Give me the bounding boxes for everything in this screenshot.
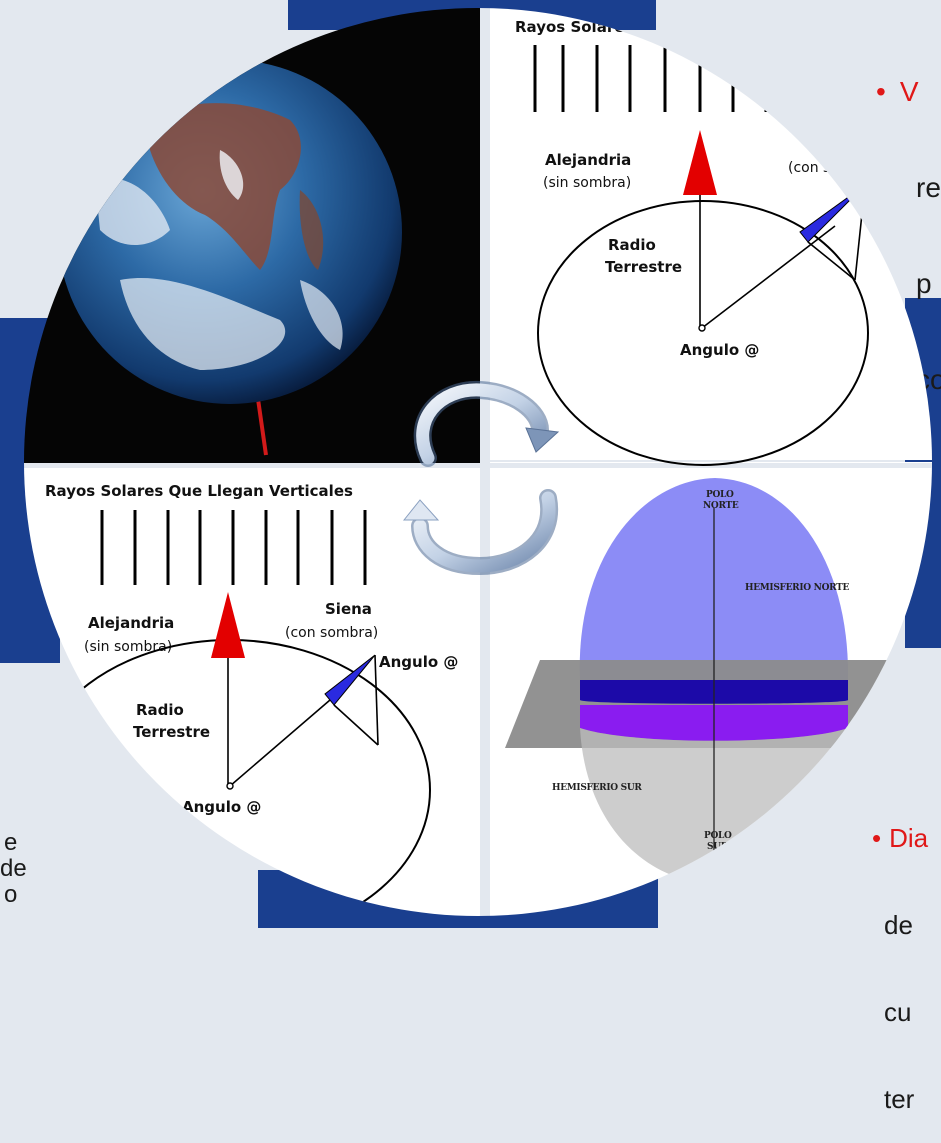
diagram-title: Rayos Solares Que Llegan Verticales [45,482,353,500]
city-label-siena: Sie [825,136,851,154]
angle-label: Angulo @ [379,653,458,671]
left-text-fragment: e de o [0,830,27,908]
text-fragment: Dia [889,823,929,853]
earth-circle [537,200,869,466]
south-hemisphere-label: HEMISFERIO SUR [552,783,642,793]
shadow-wedge-icon [324,654,376,706]
text-fragment: V [899,76,919,107]
south-pole-label: POLO [704,831,732,841]
gnomon-icon [683,130,717,195]
city-label-alejandria: Alejandria [545,151,631,169]
city-label-siena: Siena [325,600,372,618]
angle-label: A [857,191,869,209]
bullet-icon: • [872,823,882,853]
city-note: (sin sombra) [543,175,631,191]
city-note: (con sombra) [285,625,378,641]
sun-rays [100,510,367,585]
text-fragment: ter [884,1084,915,1114]
text-fragment: e [4,829,18,856]
text-fragment: p [916,268,932,299]
north-pole-label: POLO [706,490,734,500]
right-text-top: •V re p co [876,12,941,428]
cycle-arrows-icon [402,380,560,576]
north-pole-label: NORTE [703,501,739,511]
gnomon-icon [211,592,245,658]
city-note: (sin sombra) [84,639,172,655]
radius-label: Radio [608,236,656,254]
city-label-alejandria: Alejandria [88,614,174,632]
south-pole-label: SUR [707,842,729,852]
radius-label: Radio [136,701,184,719]
text-fragment: de [0,855,27,882]
city-note: (con son [788,160,848,176]
bullet-icon: • [876,76,886,107]
plane-label: PLA [850,735,870,745]
center-angle-label: Angulo @ [182,798,261,816]
quadrant-divider [24,463,932,468]
diagram-bottom-left: Rayos Solares Que Llegan Verticales Alej… [29,482,458,916]
center-point [698,324,706,332]
radius-label: Terrestre [133,723,210,741]
north-hemisphere-label: HEMISFERIO NORTE [745,583,850,593]
text-fragment: o [4,881,18,908]
quadrant-divider [480,8,490,916]
radius-label: Terrestre [605,258,682,276]
text-fragment: re [916,172,941,203]
center-angle-label: Angulo @ [680,341,759,359]
diagram-title: Rayos Solare [515,18,624,36]
text-fragment: cu [884,997,912,1027]
center-point [226,782,234,790]
image-collage-disc: Rayos Solare Alejandria (sin sombra) Sie… [24,8,932,916]
diagram-top-right-background [490,8,932,460]
